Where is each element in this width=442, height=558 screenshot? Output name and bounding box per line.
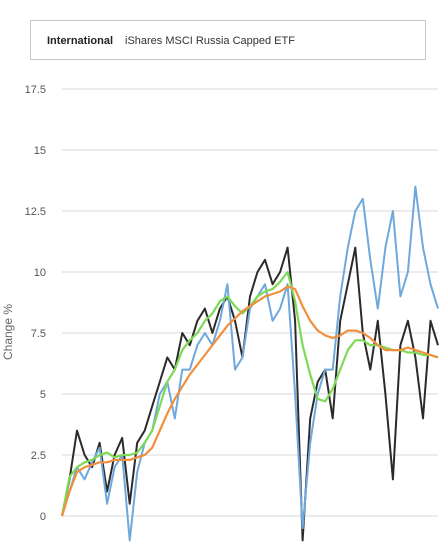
series-line-2 bbox=[61, 185, 439, 542]
category-label: International bbox=[47, 35, 114, 47]
y-tick-label: 7.5 bbox=[31, 328, 46, 340]
y-axis-ticks: 17.5 15 12.5 10 7.5 5 2.5 0 bbox=[25, 84, 46, 523]
series-line-4 bbox=[60, 285, 439, 517]
y-tick-label: 17.5 bbox=[25, 84, 46, 96]
y-tick-label: 2.5 bbox=[31, 450, 46, 462]
series-lines bbox=[60, 185, 439, 542]
y-tick-label: 5 bbox=[40, 389, 46, 401]
y-tick-label: 10 bbox=[34, 267, 46, 279]
y-axis-label: Change % bbox=[1, 304, 15, 360]
y-tick-label: 12.5 bbox=[25, 206, 46, 218]
fund-name: iShares MSCI Russia Capped ETF bbox=[125, 35, 295, 47]
header-bar: International iShares MSCI Russia Capped… bbox=[30, 20, 426, 60]
y-tick-label: 0 bbox=[40, 511, 46, 523]
y-tick-label: 15 bbox=[34, 145, 46, 157]
